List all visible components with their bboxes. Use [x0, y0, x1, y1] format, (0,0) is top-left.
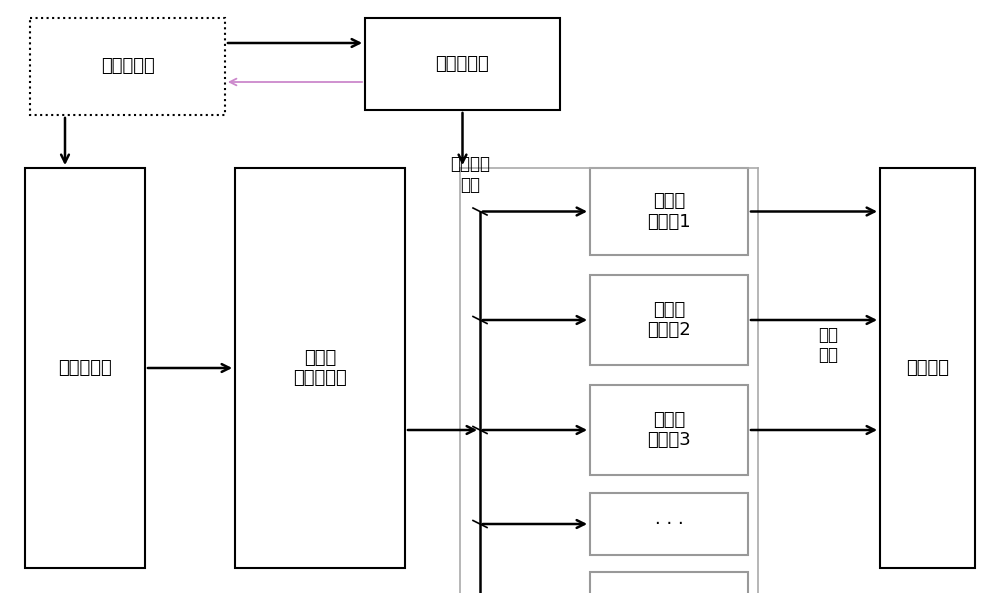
Bar [590, 275, 748, 365]
Bar [880, 168, 975, 568]
Text: 吸附型
激振器2: 吸附型 激振器2 [647, 301, 691, 339]
Text: 激振
信号: 激振 信号 [818, 326, 838, 365]
Text: 吸附型
激振器1: 吸附型 激振器1 [647, 192, 691, 231]
Text: 吸附型
激振器3: 吸附型 激振器3 [647, 410, 691, 449]
Bar [235, 168, 405, 568]
Text: 激振信号
输出: 激振信号 输出 [450, 155, 490, 194]
Bar [30, 18, 225, 115]
Bar [590, 385, 748, 475]
Bar [25, 168, 145, 568]
Text: 工业计算机: 工业计算机 [101, 58, 154, 75]
Bar [365, 18, 560, 110]
Bar [590, 572, 748, 593]
Text: 信号发生器: 信号发生器 [58, 359, 112, 377]
Bar [590, 168, 748, 255]
Text: 数据采集仪: 数据采集仪 [436, 55, 489, 73]
Bar [590, 493, 748, 555]
Text: 薄壳构件: 薄壳构件 [906, 359, 949, 377]
Text: · · ·: · · · [655, 515, 683, 533]
Text: 同相位
功率放大器: 同相位 功率放大器 [293, 349, 347, 387]
